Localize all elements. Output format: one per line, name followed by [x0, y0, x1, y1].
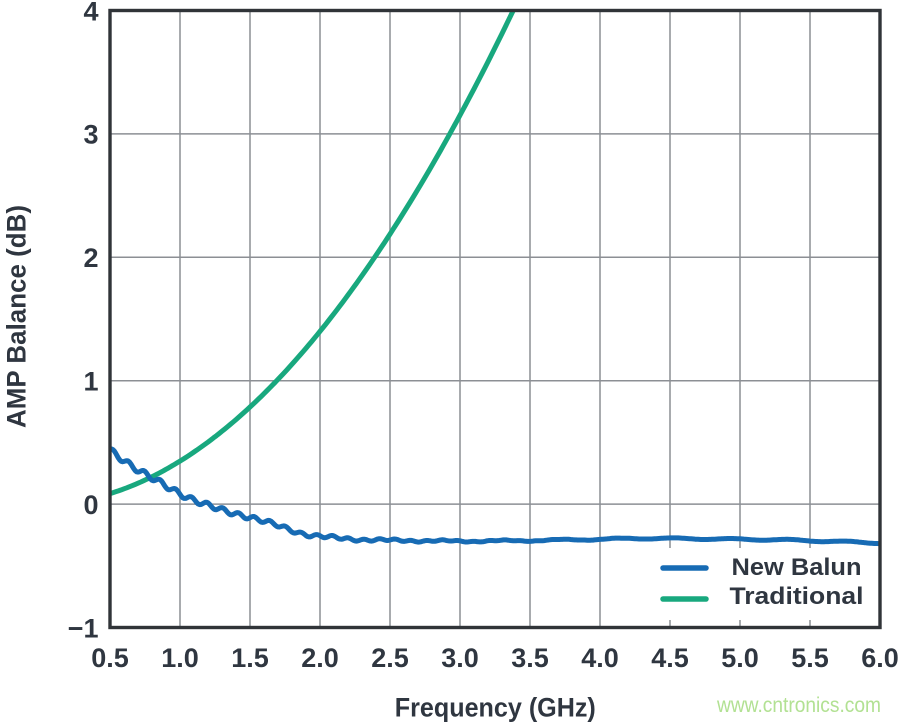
- svg-text:3.0: 3.0: [441, 643, 479, 673]
- svg-text:5.5: 5.5: [791, 643, 829, 673]
- svg-text:Traditional: Traditional: [730, 583, 864, 610]
- svg-text:4: 4: [83, 0, 98, 26]
- svg-text:New Balun: New Balun: [732, 554, 862, 581]
- svg-text:3: 3: [83, 120, 98, 150]
- svg-text:1: 1: [83, 367, 98, 397]
- svg-text:−1: −1: [68, 613, 99, 643]
- svg-text:4.5: 4.5: [651, 643, 689, 673]
- svg-text:4.0: 4.0: [581, 643, 619, 673]
- svg-text:www.cntronics.com: www.cntronics.com: [716, 694, 881, 717]
- svg-text:5.0: 5.0: [721, 643, 759, 673]
- svg-text:2.0: 2.0: [301, 643, 339, 673]
- svg-text:2: 2: [83, 243, 98, 273]
- svg-text:0.5: 0.5: [91, 643, 129, 673]
- svg-text:3.5: 3.5: [511, 643, 549, 673]
- svg-text:1.0: 1.0: [161, 643, 199, 673]
- svg-text:0: 0: [83, 490, 98, 520]
- svg-text:AMP Balance (dB): AMP Balance (dB): [2, 205, 32, 428]
- svg-text:Frequency (GHz): Frequency (GHz): [395, 693, 596, 723]
- svg-text:6.0: 6.0: [861, 643, 899, 673]
- svg-text:2.5: 2.5: [371, 643, 409, 673]
- svg-text:1.5: 1.5: [231, 643, 269, 673]
